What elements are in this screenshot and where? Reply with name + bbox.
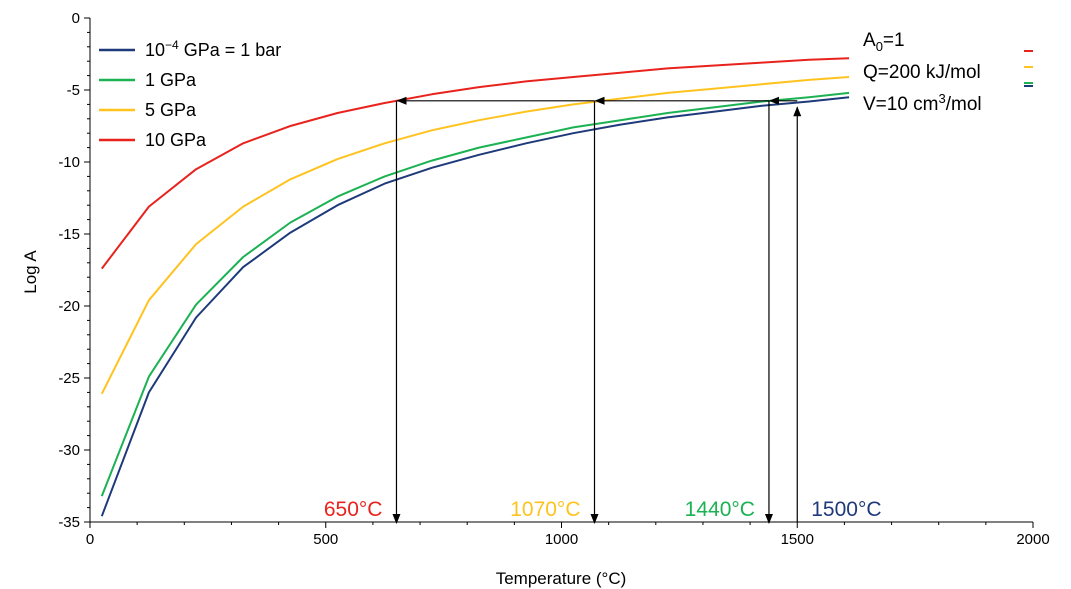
legend: 10−4 GPa = 1 bar 1 GPa 5 GPa 10 GPa (99, 38, 281, 150)
x-axis-title: Temperature (°C) (496, 569, 627, 588)
temperature-label: 650°C (324, 498, 383, 521)
y-tick-label: -30 (58, 442, 80, 459)
y-tick-label: -10 (58, 154, 80, 171)
legend-item-10gpa: 10 GPa (99, 130, 207, 150)
y-tick-label: -20 (58, 298, 80, 315)
temperature-label: 1070°C (510, 498, 580, 521)
legend-label-10gpa: 10 GPa (145, 130, 207, 150)
right-edge-legend-marks (1024, 50, 1033, 87)
series-group (100, 57, 850, 517)
param-v: V=10 cm3/mol (863, 91, 982, 115)
y-tick-label: -5 (67, 82, 80, 99)
temperature-label: 1500°C (811, 498, 881, 521)
x-tick-label: 1500 (781, 531, 814, 548)
legend-label-5gpa: 5 GPa (145, 100, 197, 120)
y-tick-label: -15 (58, 226, 80, 243)
x-tick-label: 0 (86, 531, 94, 548)
x-tick-label: 500 (313, 531, 338, 548)
x-tick-label: 1000 (545, 531, 578, 548)
temperature-labels: 650°C 1070°C 1440°C 1500°C (324, 498, 882, 521)
arrow-group (392, 96, 802, 524)
legend-item-1bar: 10−4 GPa = 1 bar (99, 38, 281, 60)
y-axis-title: Log A (21, 250, 40, 294)
axes: 0 -5 -10 -15 -20 -25 -30 -35 0 500 1000 1500 2000 (58, 10, 1049, 548)
temperature-label: 1440°C (685, 498, 755, 521)
param-a0: A0=1 (863, 30, 905, 54)
y-tick-label: -25 (58, 370, 80, 387)
series-line-5gpa (100, 76, 850, 395)
x-tick-label: 2000 (1016, 531, 1049, 548)
y-tick-label: 0 (72, 10, 80, 27)
legend-label-1bar: 10−4 GPa = 1 bar (145, 38, 281, 60)
series-line-1gpa (100, 91, 850, 497)
series-line-10gpa (101, 57, 850, 270)
parameter-annotations: A0=1 Q=200 kJ/mol V=10 cm3/mol (863, 30, 982, 115)
param-q: Q=200 kJ/mol (863, 62, 981, 83)
series-line-1bar (100, 96, 850, 517)
legend-item-1gpa: 1 GPa (99, 70, 197, 90)
y-tick-label: -35 (58, 514, 80, 531)
legend-label-1gpa: 1 GPa (145, 70, 197, 90)
x-ticks: 0 500 1000 1500 2000 (86, 522, 1050, 548)
y-ticks: 0 -5 -10 -15 -20 -25 -30 -35 (58, 10, 90, 531)
legend-item-5gpa: 5 GPa (99, 100, 197, 120)
